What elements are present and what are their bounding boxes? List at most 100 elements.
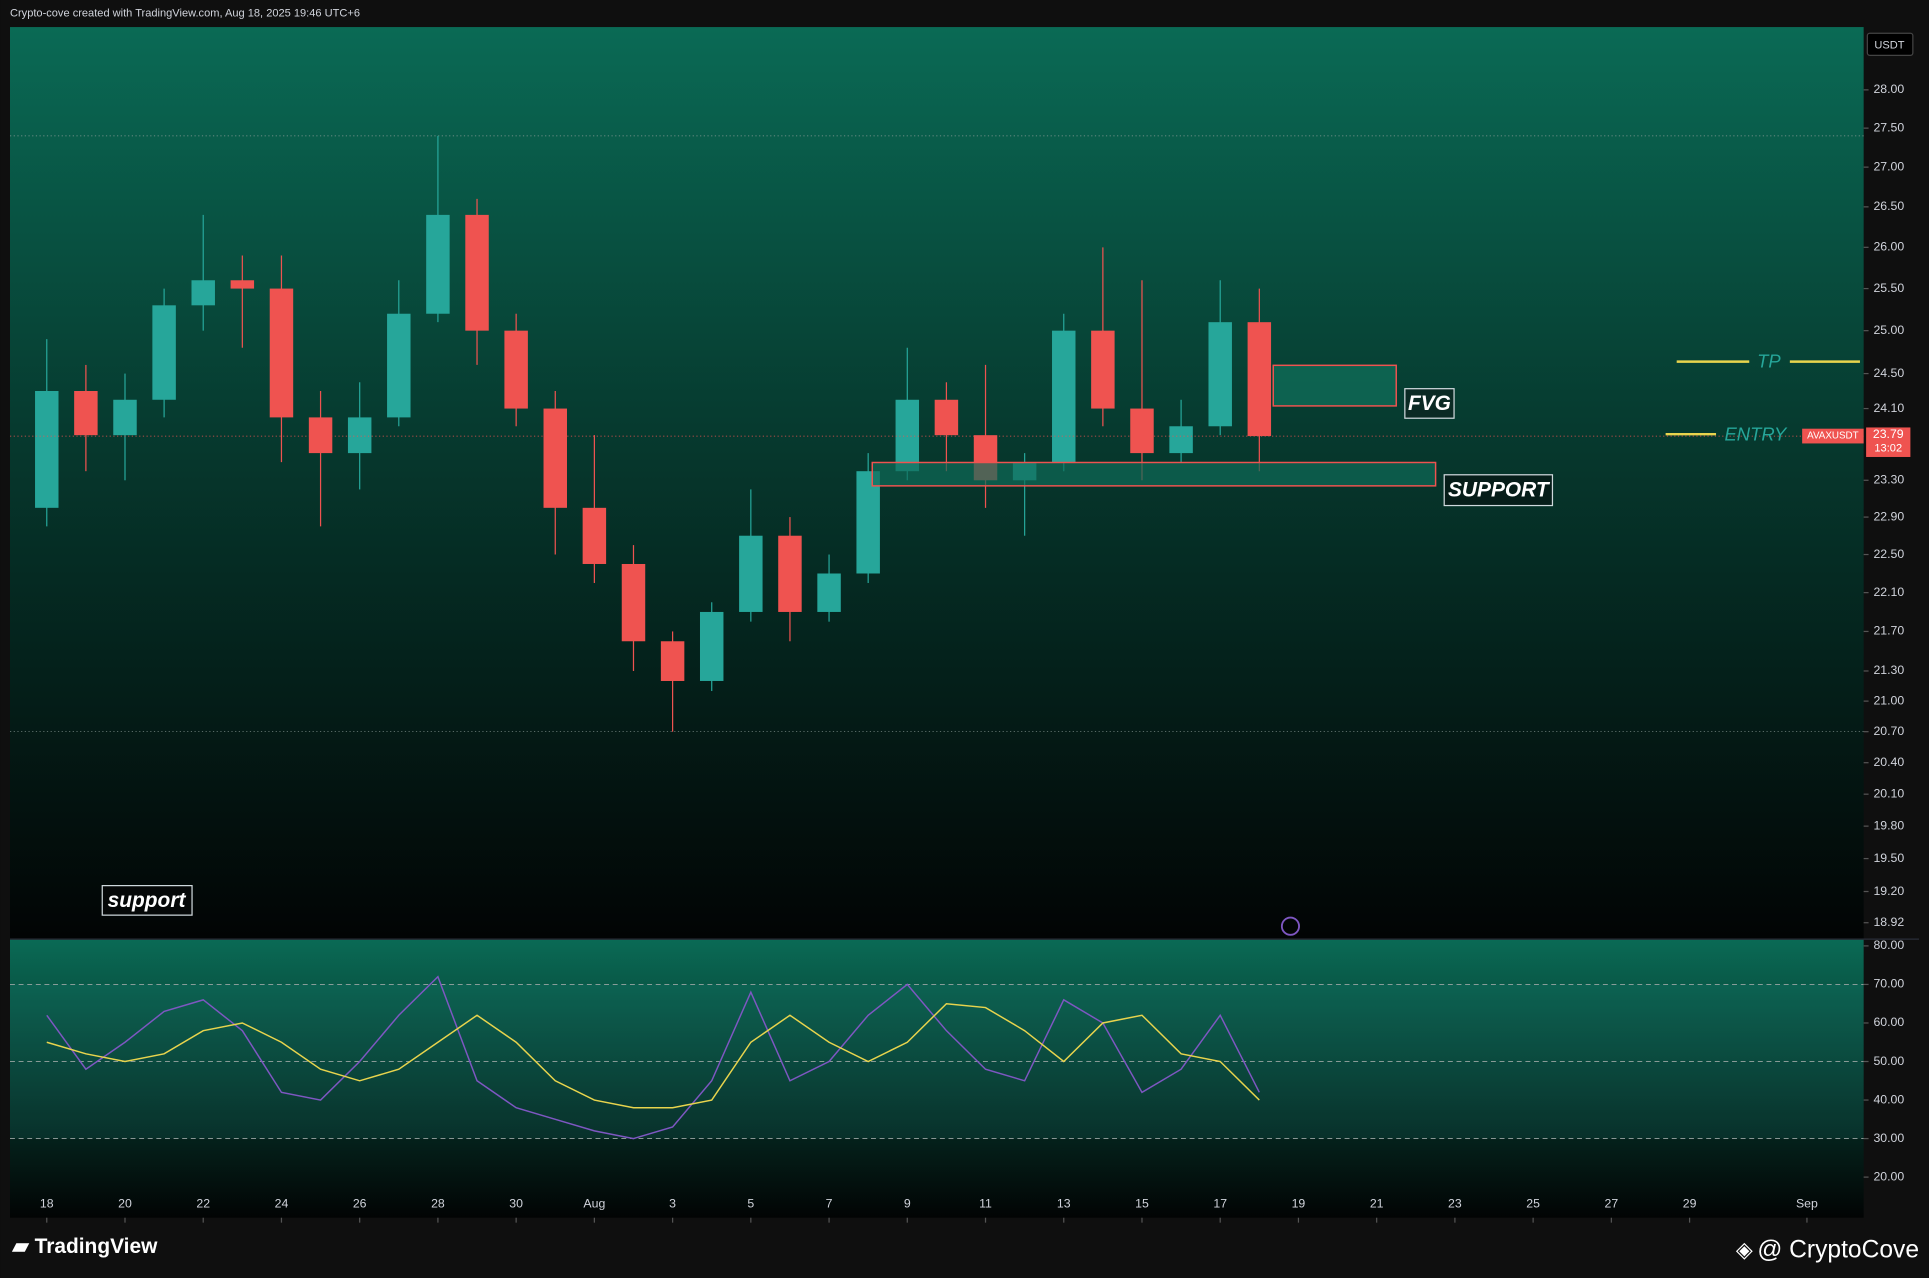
brand: TradingView [35,1235,159,1258]
candle-body [269,288,294,418]
support-label: support [108,889,187,912]
y-tick-label: 21.30 [1873,663,1904,677]
candle-body [465,214,489,331]
x-tick-label: 29 [1683,1196,1697,1210]
x-tick-label: 9 [904,1196,911,1210]
y-tick-label: 80.00 [1873,938,1904,952]
x-tick-label: 20 [118,1196,132,1210]
y-tick-label: 18.92 [1873,915,1904,929]
candle-body [660,641,685,681]
candle-body [347,417,372,454]
y-tick-label: 23.30 [1873,473,1904,487]
support-zone [871,461,1437,487]
y-tick-label: 21.70 [1873,624,1904,638]
candle-body [778,535,802,612]
x-tick-label: 7 [826,1196,833,1210]
y-tick-label: 20.40 [1873,755,1904,769]
x-tick-label: 13 [1057,1196,1071,1210]
candle-body [230,280,255,289]
candle-body [739,535,763,612]
candle-body [1169,426,1193,454]
x-tick-label: 19 [1292,1196,1306,1210]
countdown: 13:02 [1874,442,1902,454]
candle-body [895,399,920,472]
y-tick-label: 22.50 [1873,547,1904,561]
x-tick-label: 18 [40,1196,54,1210]
candle-body [35,391,59,508]
x-tick-label: Sep [1796,1196,1818,1210]
x-tick-label: 5 [747,1196,754,1210]
price-box [1866,427,1911,457]
author-logo: ◈ [1736,1237,1753,1262]
x-tick-label: 27 [1605,1196,1619,1210]
candle-body [113,399,137,436]
y-tick-label: 22.90 [1873,509,1904,523]
event-icon[interactable] [1280,916,1300,936]
candle-body [856,471,880,574]
candle-body [1208,322,1232,427]
author: @ CryptoCove [1757,1236,1919,1263]
y-tick-label: 19.50 [1873,851,1904,865]
tp-label: TP [1757,351,1781,372]
currency-box [1866,32,1914,56]
last-price: 23.79 [1873,427,1904,441]
x-tick-label: 22 [196,1196,210,1210]
symbol-box [1802,428,1864,444]
x-tick-label: 21 [1370,1196,1384,1210]
candle-body [1052,330,1076,463]
candle-body [543,408,567,508]
y-tick-label: 20.70 [1873,724,1904,738]
header: Crypto-cove created with TradingView.com… [10,7,360,19]
y-tick-label: 20.00 [1873,1169,1904,1183]
candle-body [504,330,528,409]
y-tick-label: 24.10 [1873,401,1904,415]
fvg-label-box [1404,388,1455,419]
x-tick-label: 30 [509,1196,523,1210]
candle-body [387,313,411,418]
candle-body [699,611,724,681]
plot: 28.00 27.50 27.00 26.50 26.00 25.50 25.00 24.50… [9,82,1911,1223]
y-tick-label: 19.80 [1873,818,1904,832]
candle-body [621,563,646,642]
candle-body [308,417,333,454]
y-tick-label: 60.00 [1873,1015,1904,1029]
support-label-box [101,885,193,916]
y-tick-label: 70.00 [1873,977,1904,991]
x-tick-label: 24 [275,1196,289,1210]
fvg-zone [1272,364,1397,407]
brand-logo: ▰ [11,1235,29,1258]
candle-body [426,214,450,314]
y-tick-label: 27.50 [1873,120,1904,134]
y-tick-label: 50.00 [1873,1054,1904,1068]
y-tick-label: 26.00 [1873,240,1904,254]
y-tick-label: 30.00 [1873,1131,1904,1145]
y-tick-label: 21.00 [1873,693,1904,707]
currency: USDT [1874,39,1904,51]
y-tick-label: 20.10 [1873,786,1904,800]
support-label-box [1443,474,1554,507]
y-tick-label: 24.50 [1873,366,1904,380]
y-tick-label: 28.00 [1873,82,1904,96]
y-tick-label: 25.50 [1873,281,1904,295]
candle-body [1091,330,1115,409]
candle-body [934,399,959,436]
y-tick-label: 26.50 [1873,199,1904,213]
rsi-line [46,975,1260,1140]
y-tick-label: 40.00 [1873,1092,1904,1106]
x-tick-label: 26 [353,1196,367,1210]
candle-body [1130,408,1154,454]
x-tick-label: 25 [1526,1196,1540,1210]
x-tick-label: 17 [1213,1196,1227,1210]
symbol: AVAXUSDT [1807,431,1859,442]
support-zone-label: SUPPORT [1448,478,1551,501]
x-tick-label: 3 [669,1196,676,1210]
y-tick-label: 22.10 [1873,585,1904,599]
candle-body [817,573,841,612]
x-tick-label: 28 [431,1196,445,1210]
rsi-line [46,1002,1260,1109]
x-tick-label: 23 [1448,1196,1462,1210]
rsi-pane [9,939,1864,1218]
x-tick-label: 15 [1135,1196,1149,1210]
y-tick-label: 25.00 [1873,323,1904,337]
